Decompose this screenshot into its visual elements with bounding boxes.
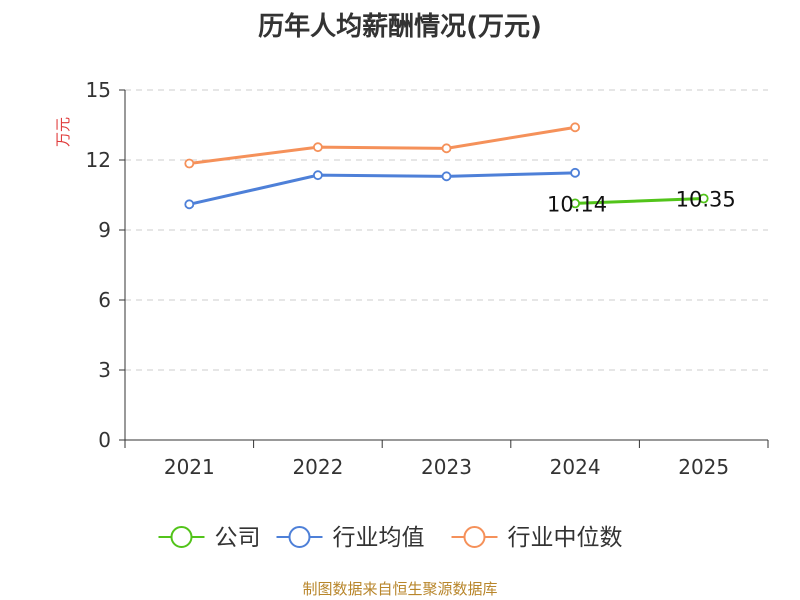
y-tick-label: 12 bbox=[86, 148, 111, 172]
x-tick-label: 2025 bbox=[678, 455, 729, 479]
y-axis-label: 万元 bbox=[54, 117, 72, 147]
legend-label: 行业均值 bbox=[333, 525, 425, 551]
data-point bbox=[698, 193, 709, 204]
data-point bbox=[570, 122, 580, 133]
data-point bbox=[312, 170, 323, 181]
y-tick-label: 0 bbox=[98, 428, 111, 452]
chart-title: 历年人均薪酬情况(万元) bbox=[258, 12, 542, 42]
x-tick-label: 2022 bbox=[292, 455, 343, 479]
data-point bbox=[184, 199, 195, 210]
x-tick-label: 2024 bbox=[550, 455, 601, 479]
legend-swatch-marker bbox=[288, 526, 311, 548]
y-tick-label: 15 bbox=[86, 78, 111, 102]
legend-label: 公司 bbox=[215, 525, 261, 551]
x-tick-label: 2021 bbox=[164, 455, 215, 479]
data-label: 10.35 bbox=[676, 188, 736, 212]
y-tick-label: 3 bbox=[98, 358, 111, 382]
data-point bbox=[441, 143, 452, 154]
y-tick-label: 9 bbox=[98, 218, 111, 242]
data-label: 10.14 bbox=[547, 192, 607, 216]
series-line-1 bbox=[188, 171, 576, 206]
data-point bbox=[312, 142, 323, 153]
legend-swatch-marker bbox=[170, 526, 193, 548]
source-note: 制图数据来自恒生聚源数据库 bbox=[302, 580, 498, 598]
data-point bbox=[184, 158, 195, 169]
data-point bbox=[570, 198, 580, 209]
series-line-0 bbox=[575, 197, 704, 205]
series-line-2 bbox=[189, 125, 576, 165]
data-point bbox=[570, 167, 580, 178]
y-tick-label: 6 bbox=[98, 288, 111, 312]
x-tick-label: 2023 bbox=[421, 455, 472, 479]
data-point bbox=[441, 171, 452, 182]
legend-swatch-marker bbox=[463, 526, 486, 548]
legend-label: 行业中位数 bbox=[508, 525, 623, 551]
